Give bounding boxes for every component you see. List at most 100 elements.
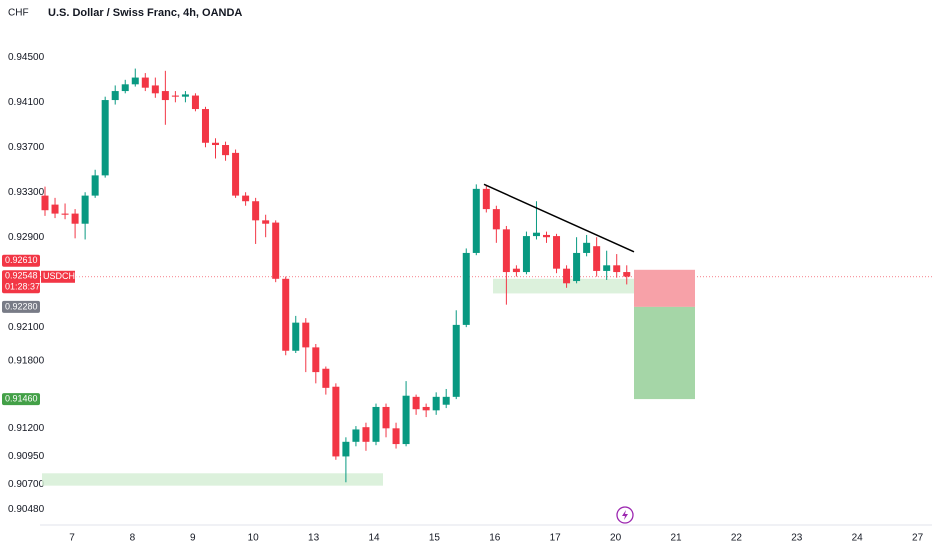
support-zone <box>42 473 383 486</box>
candle-body <box>402 395 410 445</box>
candle-body <box>492 209 500 230</box>
candle-body <box>242 195 250 202</box>
price-tag-box <box>2 270 40 294</box>
candle-body <box>452 324 460 397</box>
price-tag: 0.92280 <box>2 300 40 313</box>
x-tick-label: 13 <box>308 533 320 544</box>
y-tick-label: 0.92100 <box>8 322 45 333</box>
candle-body <box>191 95 199 110</box>
stop-zone <box>634 269 695 307</box>
candle-body <box>292 322 300 351</box>
x-tick-label: 22 <box>731 533 743 544</box>
candle-body <box>422 406 430 411</box>
candle-body <box>563 268 571 284</box>
currency: CHF <box>8 8 29 19</box>
candle-body <box>61 213 69 215</box>
x-tick-label: 7 <box>69 533 75 544</box>
candle-body <box>141 77 149 88</box>
candle-body <box>81 195 89 224</box>
last-price-label: 0.92548 <box>5 271 38 281</box>
candle-body <box>472 188 480 253</box>
y-tick-label: 0.91800 <box>8 356 45 367</box>
y-tick-label: 0.90950 <box>8 451 45 462</box>
support-zone <box>493 278 634 294</box>
stop-label: 0.92610 <box>5 255 38 265</box>
candle-body <box>161 91 169 101</box>
candle-body <box>502 229 510 273</box>
candle-body <box>392 428 400 445</box>
y-tick-label: 0.94100 <box>8 97 45 108</box>
candle-body <box>512 268 520 273</box>
x-tick-label: 20 <box>610 533 622 544</box>
price-tag-box <box>2 393 40 406</box>
symbol-label: USDCHF <box>43 271 81 281</box>
x-tick-label: 23 <box>791 533 803 544</box>
x-tick-label: 15 <box>429 533 441 544</box>
x-tick-label: 9 <box>190 533 196 544</box>
candle-body <box>593 246 601 271</box>
candle-body <box>171 95 179 97</box>
x-tick-label: 14 <box>368 533 380 544</box>
candle-body <box>583 242 591 253</box>
candle-body <box>262 220 270 224</box>
candle-body <box>543 234 550 238</box>
target-label: 0.91460 <box>5 393 38 403</box>
candle-body <box>522 236 530 273</box>
candle-body <box>623 272 631 277</box>
candle-body <box>312 347 320 373</box>
candle-body <box>372 406 380 442</box>
x-tick-label: 17 <box>550 533 562 544</box>
candle-body <box>91 175 99 196</box>
candle-body <box>272 222 280 279</box>
price-tag: 0.91460 <box>2 393 40 406</box>
candle-body <box>111 91 119 101</box>
y-tick-label: 0.90480 <box>8 504 45 515</box>
y-tick-label: 0.92900 <box>8 232 45 243</box>
y-tick-label: 0.91200 <box>8 423 45 434</box>
candle-body <box>482 188 490 210</box>
candle-body <box>603 265 611 271</box>
y-tick-label: 0.93300 <box>8 187 45 198</box>
symbol-tag-box <box>41 270 75 283</box>
candle-body <box>212 142 220 146</box>
candle-body <box>121 84 129 92</box>
price-tag: 0.92610 <box>2 254 40 267</box>
candle-body <box>41 195 49 211</box>
x-tick-label: 10 <box>248 533 260 544</box>
candle-body <box>382 406 390 429</box>
y-tick-label: 0.93700 <box>8 142 45 153</box>
candle-body <box>222 145 230 156</box>
candle-body <box>232 152 240 196</box>
candle-body <box>362 427 370 442</box>
price-tag-box <box>2 254 40 267</box>
candle-body <box>432 396 440 411</box>
entry-label: 0.92280 <box>5 301 38 311</box>
candle-body <box>302 322 310 348</box>
event-icon[interactable] <box>616 506 634 524</box>
price-tag-box <box>2 300 40 313</box>
target-zone <box>634 306 695 400</box>
candle-body <box>282 278 290 351</box>
y-tick-label: 0.94500 <box>8 52 45 63</box>
trendline <box>483 183 635 253</box>
x-tick-label: 21 <box>670 533 682 544</box>
candle-body <box>553 236 561 269</box>
x-tick-label: 8 <box>130 533 136 544</box>
candle-body <box>462 252 470 325</box>
candle-body <box>412 396 420 410</box>
symbol-tag: USDCHF <box>41 270 81 283</box>
y-tick-label: 0.90700 <box>8 479 45 490</box>
candle-body <box>131 77 139 85</box>
x-tick-label: 27 <box>912 533 924 544</box>
candle-body <box>71 213 79 224</box>
x-tick-label: 16 <box>489 533 501 544</box>
candle-body <box>573 252 581 282</box>
candle-body <box>332 386 340 457</box>
x-tick-label: 24 <box>852 533 864 544</box>
candle-body <box>613 265 621 273</box>
countdown: 01:28:37 <box>5 282 40 292</box>
candle-body <box>322 368 330 388</box>
candle-body <box>252 201 260 221</box>
